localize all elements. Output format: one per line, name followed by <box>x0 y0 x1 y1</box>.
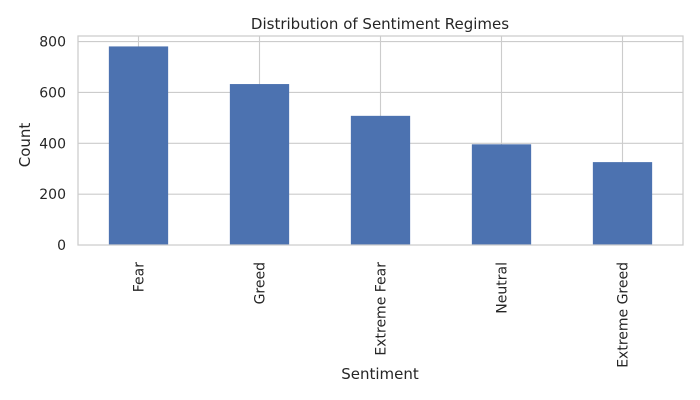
x-tick-label: Fear <box>132 262 148 292</box>
y-tick-label: 200 <box>39 187 66 203</box>
x-axis-label: Sentiment <box>341 365 419 383</box>
plot-frame <box>77 35 684 246</box>
x-tick-label: Extreme Greed <box>616 262 632 368</box>
axes-layer: 0 200 400 600 800 Fear Greed Extreme Fear Neutra… <box>39 35 684 368</box>
y-tick-label: 0 <box>57 238 66 254</box>
x-tick-label: Greed <box>253 262 269 304</box>
y-tick-label: 400 <box>39 136 66 152</box>
x-tick-label: Neutral <box>495 262 511 314</box>
y-tick-label: 600 <box>39 85 66 101</box>
bar-neutral <box>471 144 532 245</box>
chart-title: Distribution of Sentiment Regimes <box>251 15 509 33</box>
y-axis-label: Count <box>16 123 34 168</box>
bars-layer <box>108 46 653 246</box>
x-tick-label: Extreme Fear <box>374 262 390 356</box>
bar-greed <box>229 84 290 245</box>
bar-extreme-greed <box>592 162 653 245</box>
bar-extreme-fear <box>350 115 411 246</box>
bar-fear <box>108 46 169 245</box>
y-tick-label: 800 <box>39 35 66 51</box>
